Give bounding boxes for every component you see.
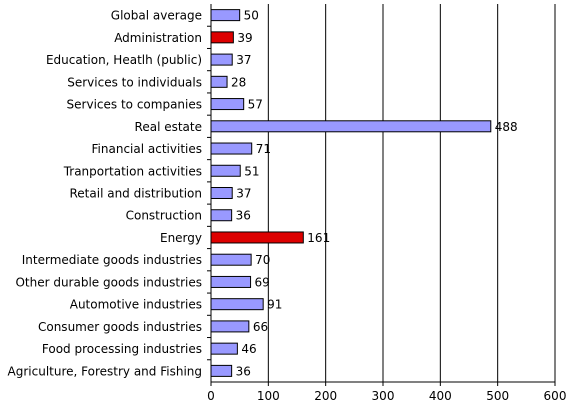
data-label: 71 bbox=[256, 142, 271, 156]
x-tick-label: 400 bbox=[429, 389, 452, 403]
bar bbox=[210, 9, 241, 22]
category-label: Construction bbox=[126, 209, 202, 223]
category-label: Automotive industries bbox=[70, 298, 202, 312]
category-label: Food processing industries bbox=[42, 342, 202, 356]
data-label: 70 bbox=[255, 253, 270, 267]
category-label: Financial activities bbox=[92, 142, 202, 156]
bar bbox=[210, 53, 233, 66]
category-label: Retail and distribution bbox=[70, 187, 203, 201]
x-axis: 0 100 200 300 400 500 600 bbox=[207, 4, 566, 403]
category-label: Global average bbox=[111, 9, 202, 23]
data-label: 50 bbox=[244, 9, 259, 23]
data-label: 39 bbox=[237, 31, 252, 45]
bar bbox=[210, 98, 245, 111]
bar bbox=[210, 298, 264, 311]
category-labels: Global average Administration Education, H… bbox=[8, 9, 202, 379]
bar bbox=[210, 187, 233, 199]
data-label: 91 bbox=[267, 298, 282, 312]
category-label: Services to individuals bbox=[67, 75, 202, 89]
data-label: 488 bbox=[495, 120, 518, 134]
category-label: Tranportation activities bbox=[63, 164, 202, 178]
data-label: 37 bbox=[236, 53, 251, 67]
bar bbox=[210, 120, 492, 133]
category-label: Administration bbox=[114, 31, 202, 45]
category-label: Other durable goods industries bbox=[15, 275, 202, 289]
x-tick-label: 0 bbox=[207, 389, 215, 403]
bar bbox=[210, 364, 233, 377]
bar bbox=[210, 164, 241, 177]
data-label: 161 bbox=[307, 231, 330, 245]
bar bbox=[210, 75, 228, 88]
bar bbox=[210, 275, 252, 288]
data-label: 66 bbox=[253, 320, 268, 334]
x-tick-label: 300 bbox=[372, 389, 395, 403]
bars bbox=[207, 9, 492, 377]
x-tick-label: 100 bbox=[257, 389, 280, 403]
data-label: 69 bbox=[255, 275, 270, 289]
data-label: 36 bbox=[236, 209, 251, 223]
category-label: Education, Heatlh (public) bbox=[46, 53, 202, 67]
category-label: Intermediate goods industries bbox=[22, 253, 202, 267]
bar bbox=[210, 142, 253, 155]
category-label: Real estate bbox=[135, 120, 202, 134]
data-label: 51 bbox=[244, 164, 259, 178]
bar bbox=[210, 209, 233, 222]
data-label: 46 bbox=[241, 342, 256, 356]
bar bbox=[210, 231, 304, 244]
category-label: Agriculture, Forestry and Fishing bbox=[8, 364, 202, 378]
x-tick-label: 200 bbox=[314, 389, 337, 403]
bar bbox=[210, 253, 252, 266]
gridlines bbox=[267, 4, 556, 382]
data-label: 37 bbox=[236, 187, 251, 201]
bar bbox=[210, 31, 234, 44]
bar bbox=[210, 320, 250, 333]
bar bbox=[210, 342, 238, 355]
data-label: 57 bbox=[248, 98, 263, 112]
data-label: 28 bbox=[231, 75, 246, 89]
data-label: 36 bbox=[236, 364, 251, 378]
x-tick-label: 600 bbox=[544, 389, 567, 403]
x-tick-label: 500 bbox=[486, 389, 509, 403]
category-label: Consumer goods industries bbox=[38, 320, 202, 334]
category-label: Services to companies bbox=[67, 98, 202, 112]
category-label: Energy bbox=[160, 231, 202, 245]
